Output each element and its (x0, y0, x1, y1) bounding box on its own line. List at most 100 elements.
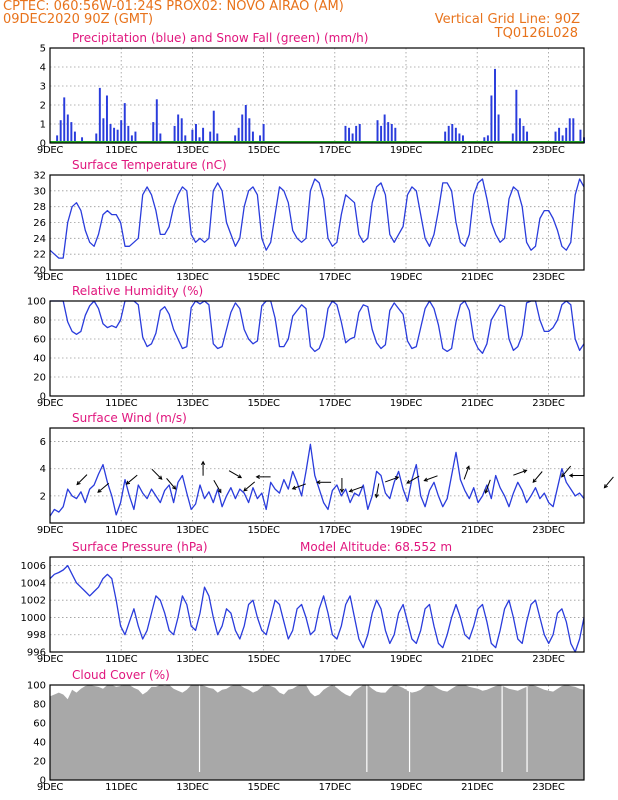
x-tick-label: 17DEC (319, 145, 352, 156)
y-tick-label: 998 (27, 630, 46, 641)
x-tick-label: 11DEC (105, 782, 138, 793)
x-tick-label: 21DEC (461, 782, 494, 793)
panel-title: Relative Humidity (%) (72, 284, 203, 298)
precip-bar (81, 137, 84, 143)
x-tick-label: 17DEC (319, 654, 352, 665)
x-tick-label: 11DEC (105, 654, 138, 665)
x-tick-label: 9DEC (37, 272, 63, 283)
precip-bar (522, 125, 525, 143)
x-tick-label: 19DEC (390, 398, 423, 409)
x-tick-label: 23DEC (532, 272, 565, 283)
y-tick-label: 0 (40, 392, 46, 403)
wind-arrow (213, 480, 222, 494)
precip-bar (198, 137, 201, 143)
precip-bar (105, 95, 108, 143)
x-tick-label: 19DEC (390, 525, 423, 536)
panel-frame (49, 174, 585, 271)
y-tick-label: 40 (33, 354, 46, 365)
wind-arrow-head (465, 465, 470, 470)
wind-arrow (406, 475, 420, 484)
precip-bar (486, 135, 489, 143)
precip-bar (134, 131, 137, 143)
wind-arrow-head (97, 488, 102, 493)
panel-frame (49, 427, 585, 524)
precip-bar (461, 135, 464, 143)
wind-arrow (568, 473, 584, 478)
panel-1: 0 1 2 3 4 5 Precipitation (blue) and Snow Fall… (37, 31, 585, 156)
x-tick-label: 21DEC (461, 654, 494, 665)
wind-arrow-head (394, 476, 400, 481)
panel-title: Surface Pressure (hPa) (72, 540, 208, 554)
x-tick-label: 17DEC (319, 782, 352, 793)
x-tick-label: 21DEC (461, 145, 494, 156)
precip-bar (518, 118, 521, 143)
y-tick-label: 4 (40, 63, 46, 74)
panel-3: 0 20 40 60 80 100 Relative Humidity (%) 9DEC 11D… (27, 284, 585, 409)
wind-arrow-head (316, 480, 321, 485)
precip-bar (579, 129, 582, 143)
panel-annotation: Model Altitude: 68.552 m (300, 540, 452, 554)
x-tick-label: 13DEC (176, 782, 209, 793)
wind-arrow-shaft (406, 475, 420, 484)
x-tick-label: 13DEC (176, 654, 209, 665)
series-line (49, 564, 585, 653)
precip-bar (120, 120, 123, 143)
wind-arrow-shaft (213, 480, 222, 493)
y-tick-label: 80 (33, 700, 46, 711)
x-tick-label: 15DEC (247, 525, 280, 536)
wind-arrow (339, 478, 345, 494)
panel-frame (49, 47, 585, 144)
x-tick-label: 17DEC (319, 525, 352, 536)
wind-arrow (385, 476, 400, 483)
x-tick-label: 21DEC (461, 398, 494, 409)
y-tick-label: 20 (33, 373, 46, 384)
precip-bar (490, 95, 493, 143)
wind-arrow-head (568, 473, 574, 478)
panel-frame (49, 300, 585, 397)
precip-bar (348, 127, 351, 143)
x-tick-label: 17DEC (319, 398, 352, 409)
panel-title: Precipitation (blue) and Snow Fall (gree… (72, 31, 368, 45)
precip-bar (234, 135, 237, 143)
precip-bar (483, 137, 486, 143)
wind-arrow-shaft (424, 475, 438, 482)
precip-bar (394, 127, 397, 143)
precip-bar (63, 97, 66, 143)
wind-arrow-head (76, 481, 81, 486)
precip-bar (380, 125, 383, 143)
panel-title: Surface Temperature (nC) (72, 158, 227, 172)
x-tick-label: 9DEC (37, 525, 63, 536)
precip-bar (116, 129, 119, 143)
wind-arrow (316, 480, 332, 485)
precip-bar (568, 118, 571, 143)
y-tick-label: 1002 (21, 596, 46, 607)
x-tick-label: 23DEC (532, 782, 565, 793)
y-tick-label: 20 (33, 266, 46, 277)
y-tick-label: 1004 (21, 578, 46, 589)
wind-arrow-shaft (126, 474, 138, 485)
wind-arrow-shaft (485, 479, 491, 494)
wind-arrow-head (561, 473, 566, 478)
header-run-time: 09DEC2020 90Z (GMT) (3, 12, 154, 27)
precip-bar (130, 135, 133, 143)
panel-title: Cloud Cover (%) (72, 668, 170, 682)
wind-arrow-head (237, 474, 243, 479)
wind-arrow (484, 479, 491, 494)
wind-arrow (463, 465, 470, 480)
x-tick-label: 9DEC (37, 782, 63, 793)
wind-arrow-shaft (532, 471, 543, 483)
wind-arrow-head (423, 477, 428, 482)
wind-arrow-head (172, 485, 177, 490)
x-tick-label: 9DEC (37, 654, 63, 665)
wind-arrow (374, 483, 380, 499)
x-tick-label: 19DEC (390, 654, 423, 665)
precip-bar (376, 120, 379, 143)
y-tick-label: 100 (27, 681, 46, 692)
precip-bar (212, 110, 215, 143)
x-tick-label: 11DEC (105, 272, 138, 283)
precip-bar (70, 122, 73, 143)
precip-bar (152, 122, 155, 143)
header-model-id: TQ0126L028 (494, 26, 578, 41)
y-tick-label: 60 (33, 719, 46, 730)
precip-bar (497, 114, 500, 143)
